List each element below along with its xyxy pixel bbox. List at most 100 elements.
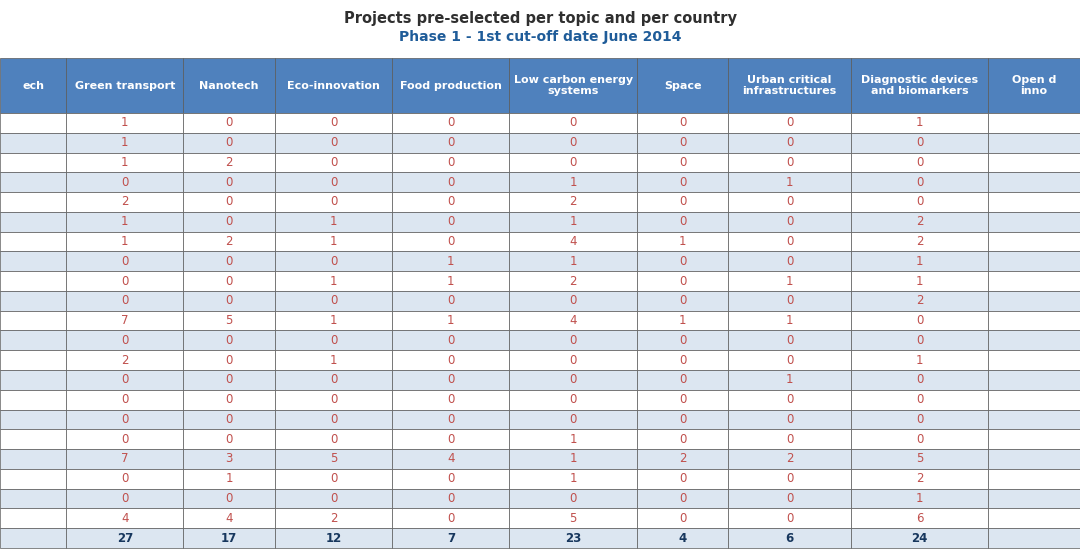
Bar bbox=[392, 58, 510, 113]
Bar bbox=[392, 113, 510, 133]
Bar bbox=[392, 251, 510, 271]
Text: 0: 0 bbox=[330, 255, 337, 268]
Bar bbox=[988, 172, 1080, 192]
Bar bbox=[66, 232, 184, 251]
Bar bbox=[851, 271, 988, 291]
Text: 0: 0 bbox=[226, 334, 233, 347]
Text: 0: 0 bbox=[226, 413, 233, 426]
Text: Nanotech: Nanotech bbox=[200, 81, 259, 91]
Bar bbox=[637, 58, 729, 113]
Text: 0: 0 bbox=[569, 136, 577, 149]
Text: 0: 0 bbox=[226, 294, 233, 307]
Bar bbox=[275, 469, 392, 489]
Bar bbox=[184, 172, 275, 192]
Text: 1: 1 bbox=[447, 274, 455, 288]
Bar bbox=[851, 350, 988, 370]
Bar bbox=[66, 58, 184, 113]
Bar bbox=[851, 133, 988, 153]
Bar bbox=[392, 528, 510, 548]
Text: 0: 0 bbox=[226, 354, 233, 367]
Bar bbox=[729, 311, 851, 330]
Text: 0: 0 bbox=[679, 156, 686, 169]
Text: 1: 1 bbox=[121, 215, 129, 228]
Text: 23: 23 bbox=[565, 531, 581, 545]
Bar bbox=[988, 489, 1080, 508]
Bar bbox=[392, 410, 510, 429]
Bar bbox=[184, 429, 275, 449]
Bar bbox=[184, 113, 275, 133]
Text: 0: 0 bbox=[786, 492, 794, 505]
Text: 1: 1 bbox=[329, 314, 337, 327]
Bar bbox=[184, 153, 275, 172]
Text: 0: 0 bbox=[569, 413, 577, 426]
Text: 0: 0 bbox=[916, 334, 923, 347]
Bar bbox=[988, 291, 1080, 311]
Text: 1: 1 bbox=[916, 274, 923, 288]
Bar bbox=[851, 449, 988, 469]
Text: 0: 0 bbox=[330, 393, 337, 406]
Bar bbox=[988, 449, 1080, 469]
Text: 0: 0 bbox=[679, 472, 686, 485]
Bar bbox=[0, 311, 66, 330]
Bar bbox=[729, 449, 851, 469]
Text: 0: 0 bbox=[121, 274, 129, 288]
Text: 5: 5 bbox=[916, 452, 923, 466]
Bar bbox=[988, 528, 1080, 548]
Bar bbox=[66, 133, 184, 153]
Text: Space: Space bbox=[664, 81, 701, 91]
Bar bbox=[275, 113, 392, 133]
Bar bbox=[851, 232, 988, 251]
Bar bbox=[275, 251, 392, 271]
Text: 0: 0 bbox=[447, 373, 455, 386]
Text: 2: 2 bbox=[916, 294, 923, 307]
Bar bbox=[851, 508, 988, 528]
Text: 0: 0 bbox=[121, 176, 129, 189]
Text: 0: 0 bbox=[330, 334, 337, 347]
Bar bbox=[729, 410, 851, 429]
Bar bbox=[392, 153, 510, 172]
Bar bbox=[0, 449, 66, 469]
Text: Projects pre-selected per topic and per country: Projects pre-selected per topic and per … bbox=[343, 10, 737, 26]
Bar bbox=[275, 489, 392, 508]
Bar bbox=[275, 212, 392, 232]
Bar bbox=[988, 390, 1080, 410]
Text: 4: 4 bbox=[569, 314, 577, 327]
Text: 0: 0 bbox=[330, 413, 337, 426]
Text: 1: 1 bbox=[226, 472, 233, 485]
Text: 0: 0 bbox=[679, 413, 686, 426]
Bar bbox=[275, 449, 392, 469]
Bar bbox=[66, 291, 184, 311]
Bar bbox=[66, 508, 184, 528]
Text: 0: 0 bbox=[121, 472, 129, 485]
Bar bbox=[392, 489, 510, 508]
Text: 0: 0 bbox=[226, 274, 233, 288]
Bar bbox=[0, 192, 66, 212]
Text: 4: 4 bbox=[447, 452, 455, 466]
Bar bbox=[66, 271, 184, 291]
Text: 1: 1 bbox=[329, 274, 337, 288]
Bar bbox=[851, 172, 988, 192]
Text: 0: 0 bbox=[330, 472, 337, 485]
Bar bbox=[275, 330, 392, 350]
Bar bbox=[510, 350, 637, 370]
Bar bbox=[851, 153, 988, 172]
Bar bbox=[392, 133, 510, 153]
Bar bbox=[510, 489, 637, 508]
Bar bbox=[0, 133, 66, 153]
Bar bbox=[729, 113, 851, 133]
Bar bbox=[392, 212, 510, 232]
Bar bbox=[637, 271, 729, 291]
Bar bbox=[0, 113, 66, 133]
Bar bbox=[851, 330, 988, 350]
Text: 0: 0 bbox=[447, 334, 455, 347]
Text: 2: 2 bbox=[569, 274, 577, 288]
Text: 1: 1 bbox=[916, 492, 923, 505]
Bar bbox=[0, 390, 66, 410]
Bar bbox=[392, 350, 510, 370]
Text: 0: 0 bbox=[786, 136, 794, 149]
Text: 0: 0 bbox=[786, 255, 794, 268]
Bar bbox=[637, 291, 729, 311]
Text: 0: 0 bbox=[786, 512, 794, 525]
Text: 1: 1 bbox=[569, 215, 577, 228]
Text: 0: 0 bbox=[786, 413, 794, 426]
